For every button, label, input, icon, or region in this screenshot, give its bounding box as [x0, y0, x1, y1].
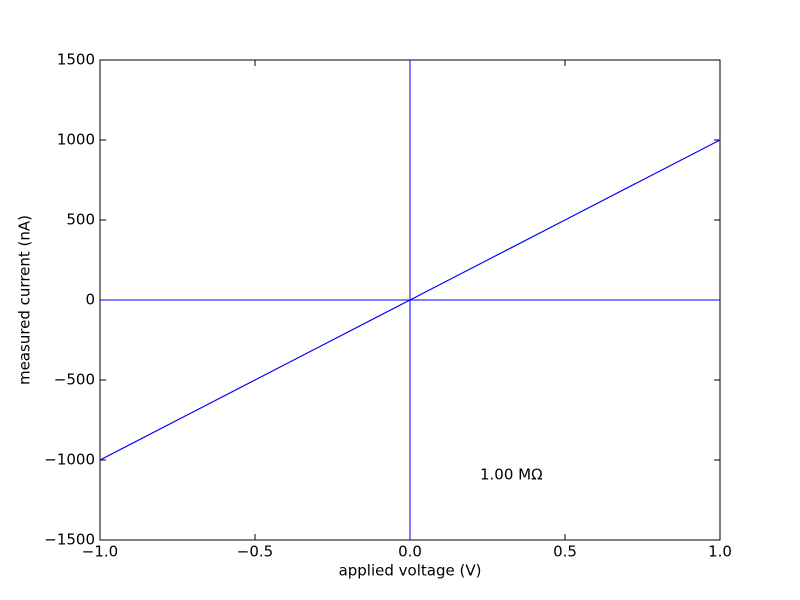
x-tick-label: 1.0: [708, 543, 732, 561]
x-tick-label: −0.5: [237, 543, 273, 561]
y-tick-label: 500: [66, 211, 95, 229]
x-axis-label: applied voltage (V): [339, 562, 482, 580]
data-line: [99, 139, 721, 461]
y-tick-label: −500: [54, 371, 95, 389]
y-tick-label: −1000: [44, 451, 95, 469]
y-tick-label: 1500: [57, 51, 95, 69]
y-tick-label: 1000: [57, 131, 95, 149]
annotation: 1.00 MΩ: [480, 466, 543, 484]
y-axis-label: measured current (nA): [16, 215, 34, 385]
x-tick-label: 0.0: [398, 543, 422, 561]
x-tick-label: −1.0: [82, 543, 118, 561]
y-tick-label: 0: [85, 291, 95, 309]
x-tick-label: 0.5: [553, 543, 577, 561]
y-tick-label: −1500: [44, 531, 95, 549]
